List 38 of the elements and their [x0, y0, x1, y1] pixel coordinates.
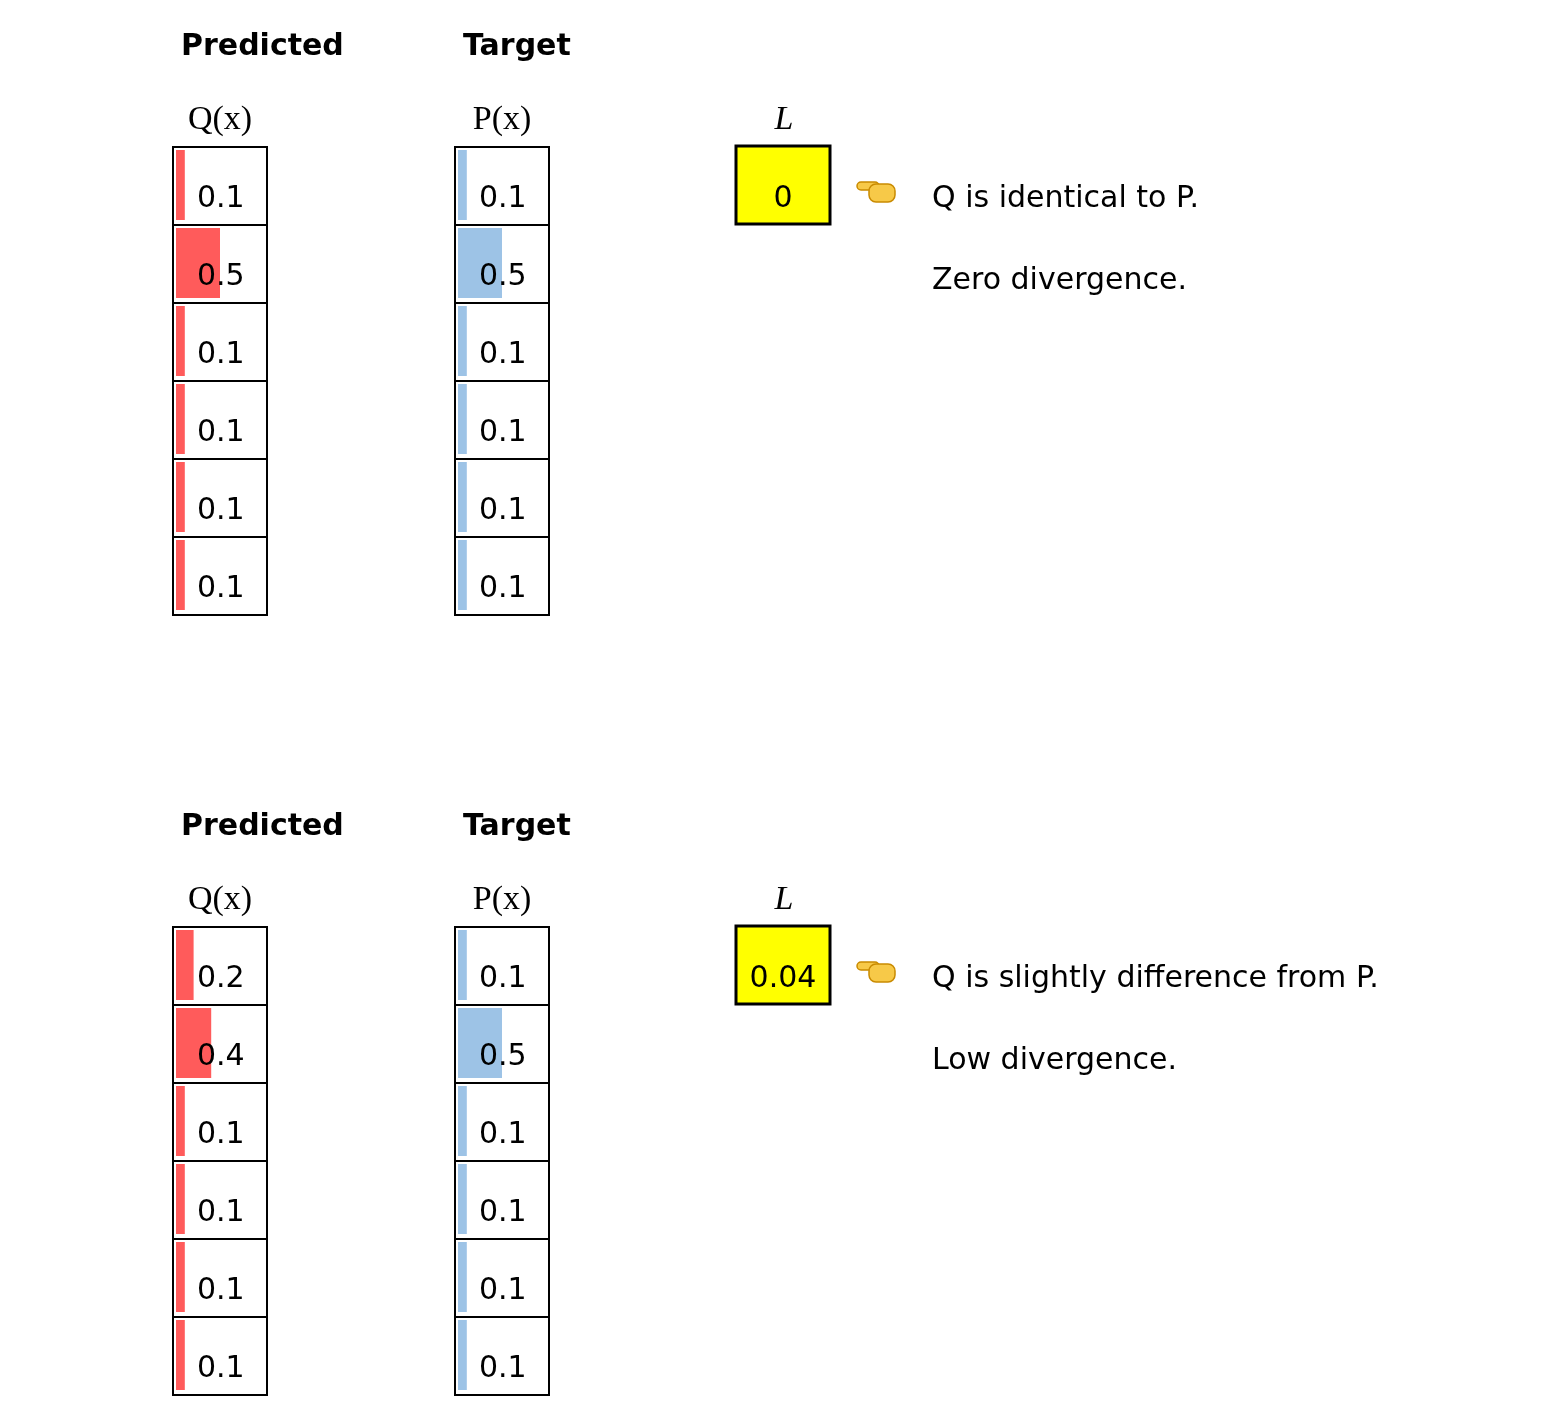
chart-subtitle: P(x)	[472, 98, 532, 137]
data-label: 0.1	[197, 178, 245, 214]
chart-subtitle: Q(x)	[187, 878, 253, 917]
data-label: 0.1	[479, 490, 527, 526]
text: Q is slightly difference from P.	[932, 958, 1379, 994]
data-label: 0.1	[197, 490, 245, 526]
data-label: 0.1	[479, 1114, 527, 1150]
data-label: 0.1	[479, 412, 527, 448]
data-label: 0.1	[479, 568, 527, 604]
chart-title: Target	[463, 26, 571, 62]
data-label: 0.5	[479, 256, 527, 292]
chart-subtitle: P(x)	[472, 878, 532, 917]
data-label: 0.1	[479, 1192, 527, 1228]
text: Q is identical to P.	[932, 178, 1199, 214]
data-label: 0.1	[197, 1192, 245, 1228]
data-label: 0.1	[197, 412, 245, 448]
text: Low divergence.	[932, 1040, 1178, 1076]
chart-title: Predicted	[181, 26, 344, 62]
data-label: 0.1	[479, 178, 527, 214]
data-label: 0.1	[479, 334, 527, 370]
chart-title: Predicted	[181, 806, 344, 842]
text: L	[773, 98, 794, 136]
text: Zero divergence.	[932, 260, 1187, 296]
chart-subtitle: Q(x)	[187, 98, 253, 137]
data-label: 0.2	[197, 958, 245, 994]
data-label: 0.1	[197, 1270, 245, 1306]
data-label: 0.1	[479, 958, 527, 994]
data-label: 0.1	[479, 1348, 527, 1384]
data-label: 0.1	[197, 568, 245, 604]
text: 0.04	[749, 958, 817, 994]
data-label: 0.5	[479, 1036, 527, 1072]
data-label: 0.1	[479, 1270, 527, 1306]
data-label: 0.1	[197, 334, 245, 370]
chart-title: Target	[463, 806, 571, 842]
data-label: 0.1	[197, 1114, 245, 1150]
text: L	[773, 878, 794, 916]
data-label: 0.1	[197, 1348, 245, 1384]
text: 0	[773, 178, 793, 214]
